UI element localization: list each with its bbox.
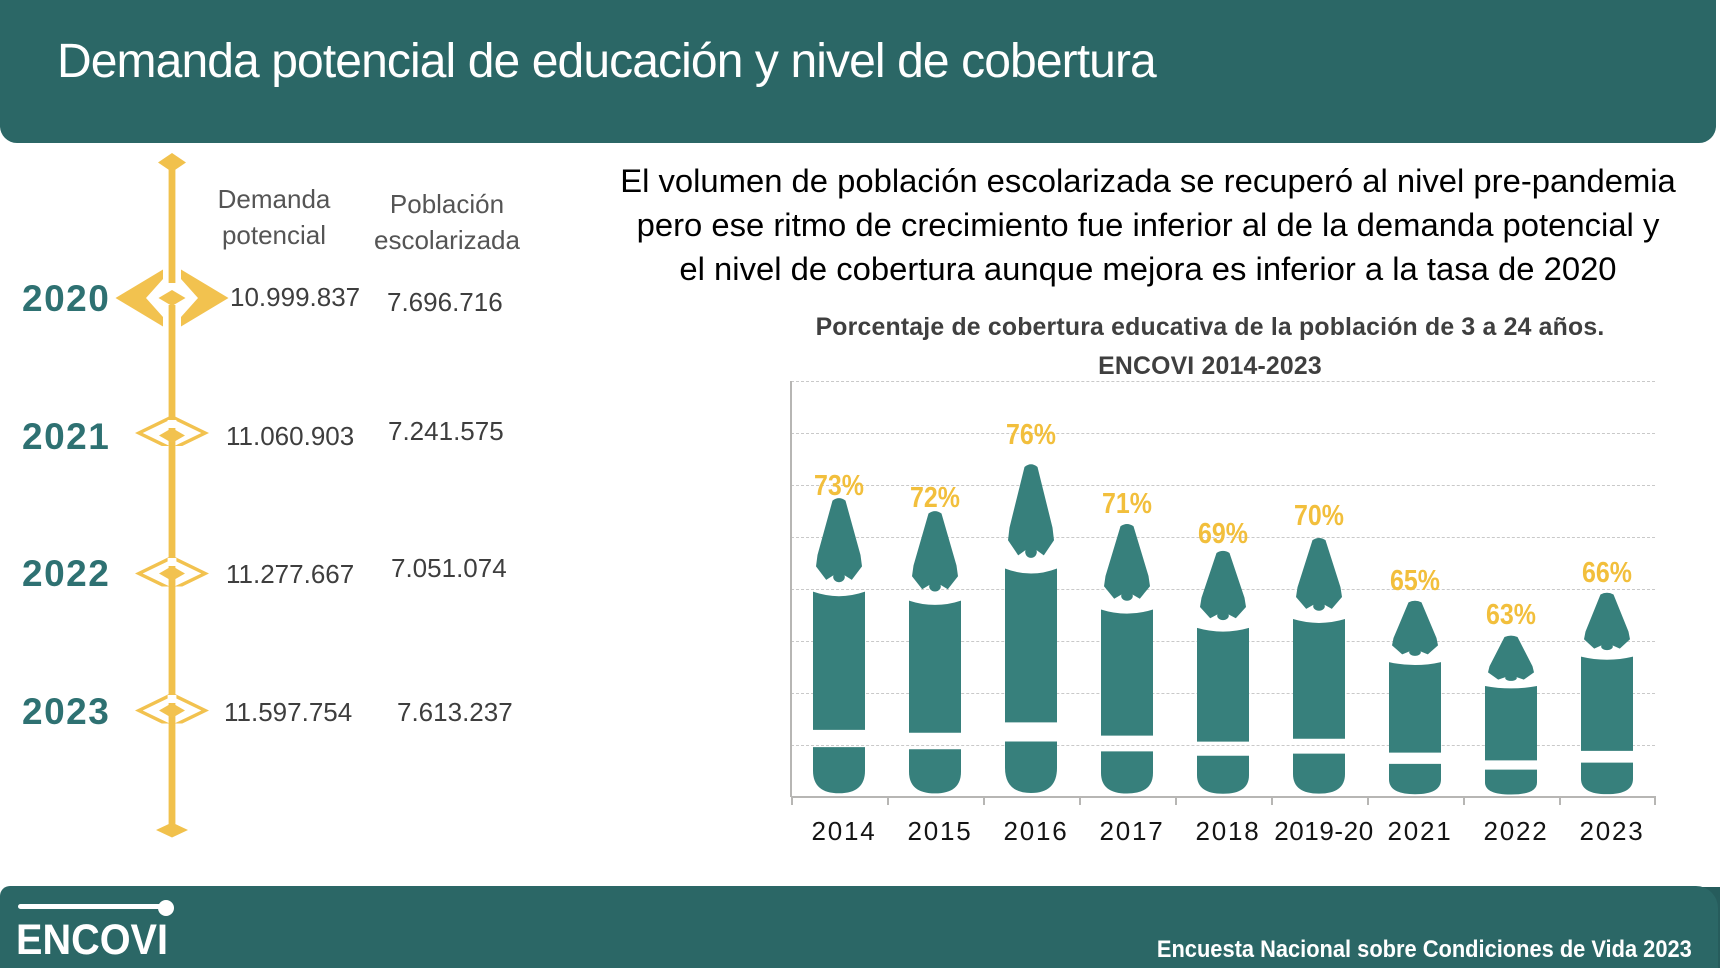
svg-text:ENCOVI: ENCOVI bbox=[16, 916, 168, 962]
